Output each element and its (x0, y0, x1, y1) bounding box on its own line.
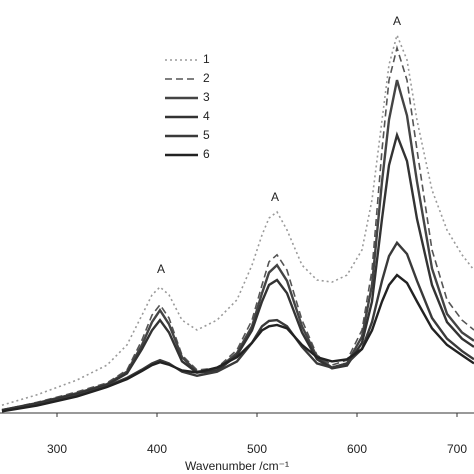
peak-annotation: A (271, 190, 279, 204)
series-line (1, 44, 474, 411)
legend-label: 5 (203, 128, 210, 142)
x-tick-label: 700 (447, 442, 467, 456)
series-line (1, 32, 474, 406)
legend-label: 2 (203, 71, 210, 85)
legend-label: 4 (203, 109, 210, 123)
x-tick-label: 500 (247, 442, 267, 456)
legend-label: 6 (203, 147, 210, 161)
series-line (1, 240, 474, 413)
legend-label: 3 (203, 90, 210, 104)
peak-annotation: A (157, 262, 165, 276)
series-line (1, 79, 474, 412)
peak-annotation: A (393, 14, 401, 28)
x-tick-label: 300 (47, 442, 67, 456)
series-line (1, 273, 474, 413)
x-tick-label: 400 (147, 442, 167, 456)
legend-label: 1 (203, 52, 210, 66)
x-axis-label: Wavenumber /cm⁻¹ (185, 459, 289, 473)
x-tick-label: 600 (347, 442, 367, 456)
series-line (1, 131, 474, 412)
